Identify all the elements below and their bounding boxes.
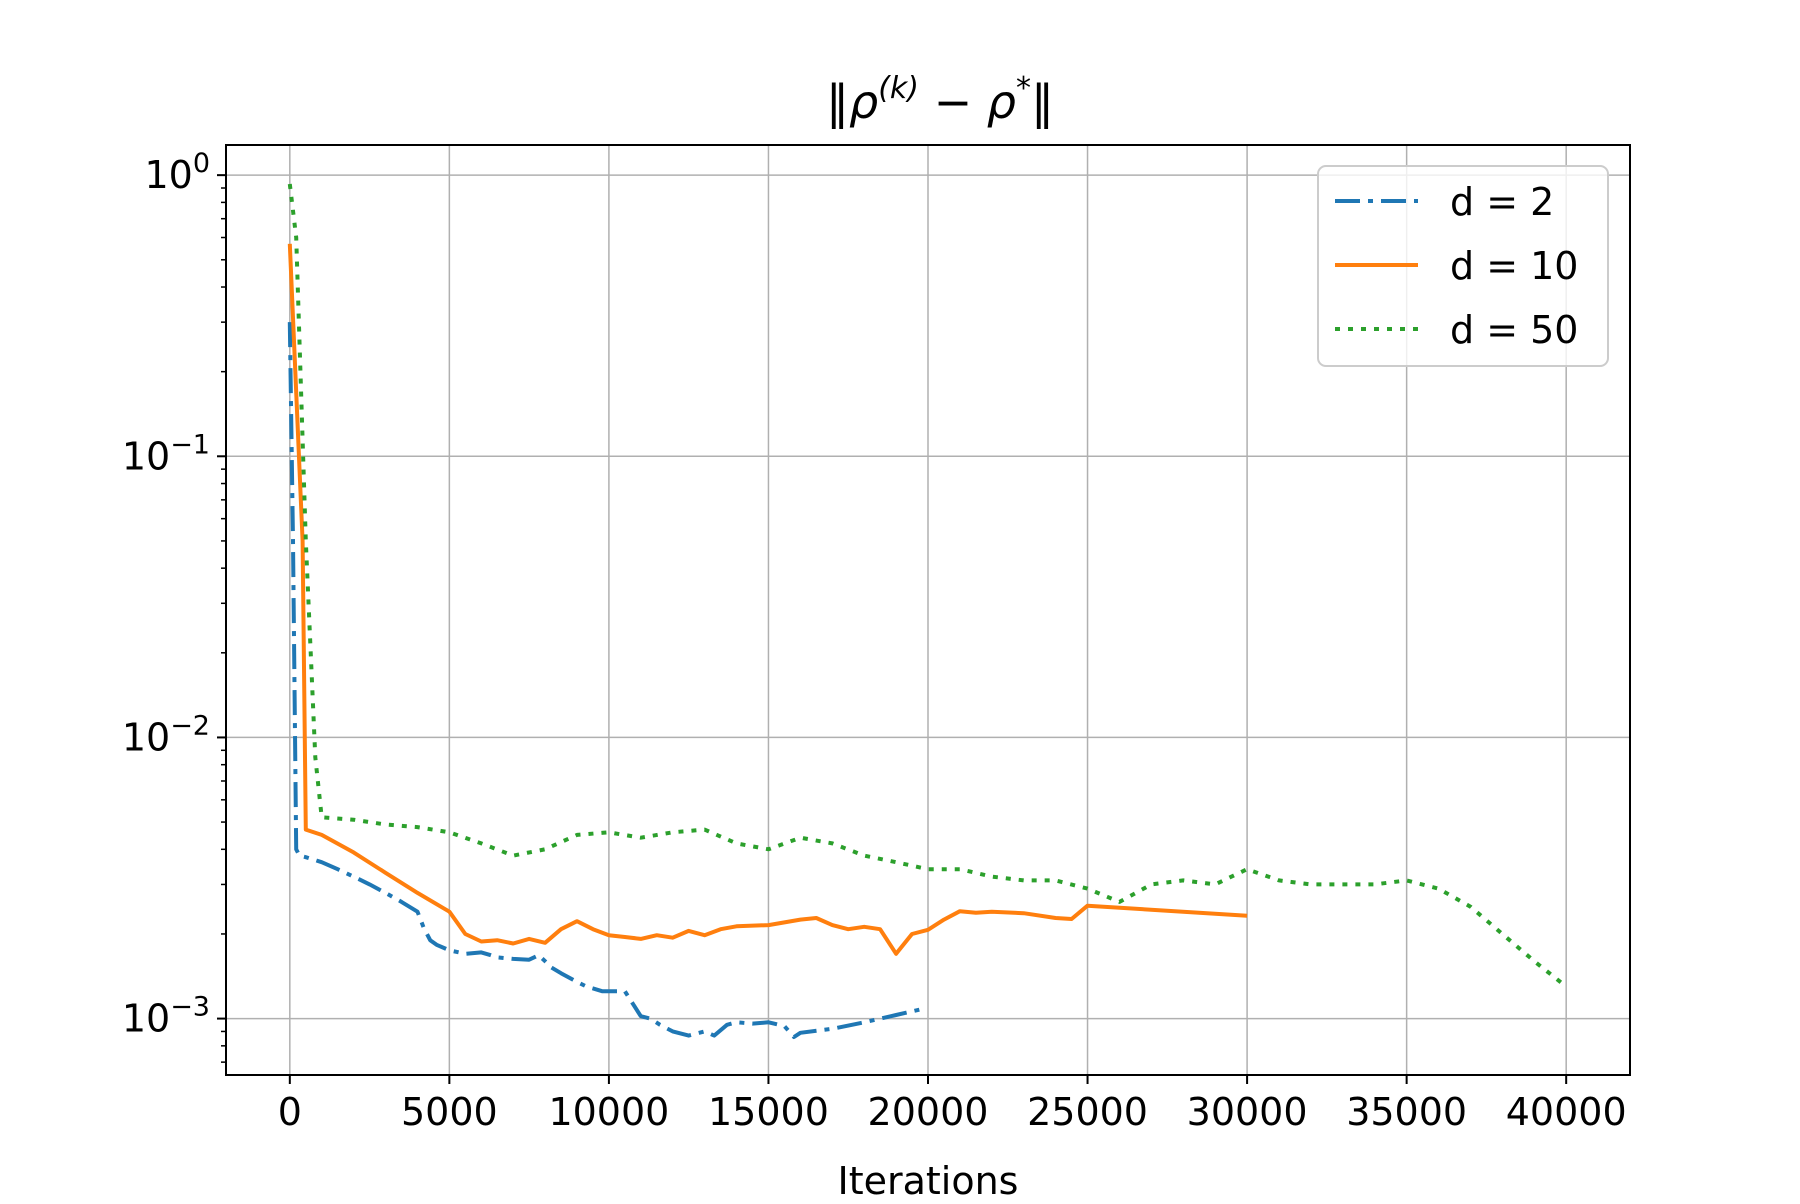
series-line-d2: [287, 322, 923, 1039]
legend-label-d10: d = 10: [1450, 244, 1578, 288]
legend-label-d2: d = 2: [1450, 180, 1554, 224]
x-tick-label: 35000: [1346, 1090, 1467, 1134]
y-tick-label: 100: [144, 148, 210, 197]
x-tick-label: 25000: [1027, 1090, 1148, 1134]
series-line-d50: [287, 183, 1568, 989]
x-tick-label: 30000: [1187, 1090, 1308, 1134]
x-axis-label: Iterations: [838, 1159, 1019, 1200]
x-tick-label: 0: [278, 1090, 302, 1134]
series-lines: [287, 183, 1568, 1039]
series-line-d10: [287, 243, 1248, 956]
x-tick-label: 10000: [548, 1090, 669, 1134]
grid-lines: [226, 145, 1630, 1075]
legend: d = 2 d = 10 d = 50: [1317, 165, 1609, 367]
x-tick-label: 15000: [708, 1090, 829, 1134]
y-tick-label: 10−3: [122, 992, 210, 1041]
chart-title: ‖ρ(k) − ρ*‖: [826, 71, 1054, 130]
legend-box: [1317, 165, 1609, 367]
axis-ticks: 0 5000 10000 15000 20000 25000 30000 35000 40000…: [122, 148, 1627, 1134]
x-tick-label: 20000: [868, 1090, 989, 1134]
x-tick-label: 40000: [1506, 1090, 1627, 1134]
y-tick-label: 10−1: [122, 429, 210, 478]
y-tick-label: 10−2: [122, 710, 210, 759]
legend-label-d50: d = 50: [1450, 308, 1578, 352]
x-tick-label: 5000: [401, 1090, 498, 1134]
